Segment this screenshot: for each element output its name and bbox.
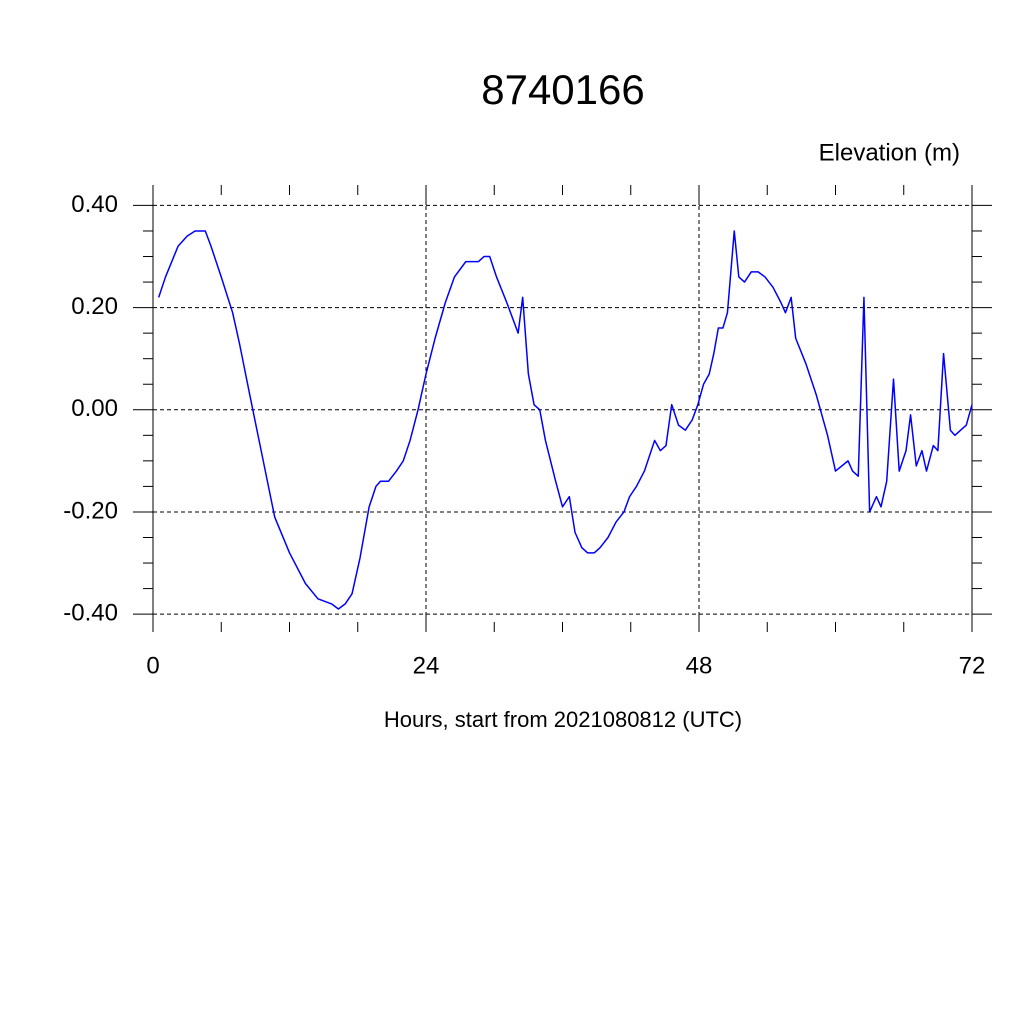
- line-series: [157, 230, 973, 610]
- chart-title: 8740166: [481, 66, 645, 113]
- x-tick-label: 72: [959, 652, 986, 679]
- y-tick-label: -0.20: [63, 497, 118, 524]
- x-axis-label: Hours, start from 2021080812 (UTC): [384, 707, 742, 732]
- y-tick-label: -0.40: [63, 599, 118, 626]
- x-tick-label: 24: [413, 652, 440, 679]
- y-tick-label: 0.20: [71, 293, 118, 320]
- y-axis-label: Elevation (m): [819, 139, 960, 166]
- y-tick-label: 0.40: [71, 191, 118, 218]
- x-tick-label: 0: [146, 652, 159, 679]
- x-tick-label: 48: [686, 652, 713, 679]
- y-tick-label: 0.00: [71, 395, 118, 422]
